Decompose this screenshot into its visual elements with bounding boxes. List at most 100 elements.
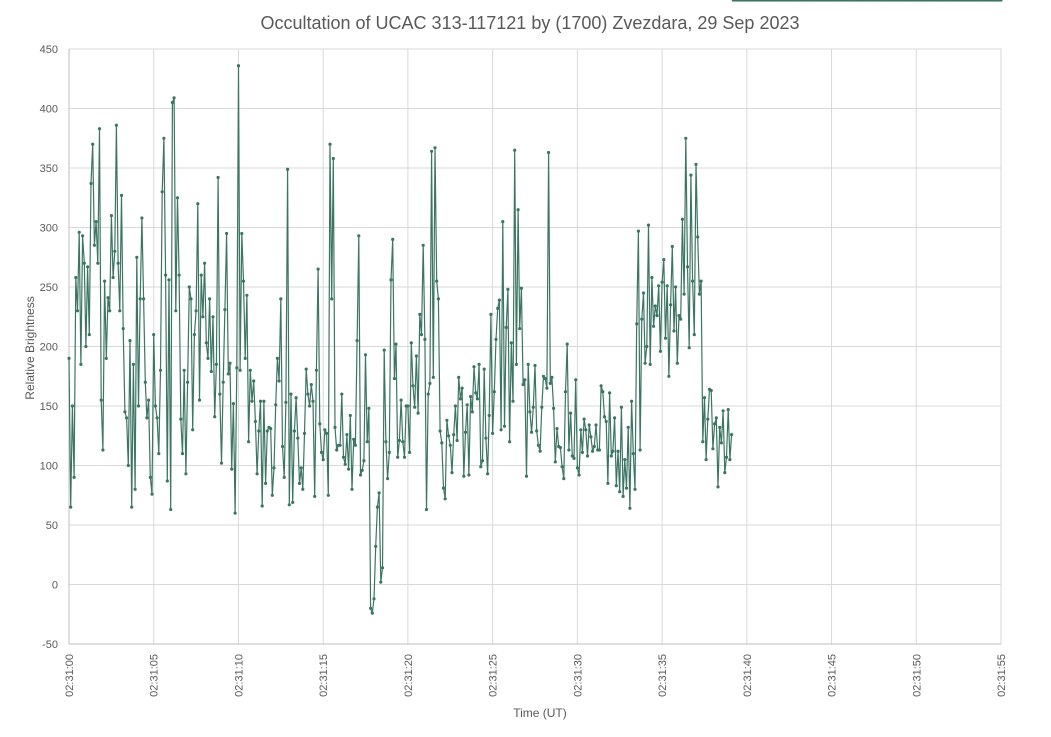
data-point — [609, 454, 613, 458]
data-point — [674, 285, 678, 289]
data-point — [186, 380, 190, 384]
data-point — [641, 291, 646, 295]
data-point — [470, 410, 474, 414]
data-point — [682, 292, 686, 296]
data-point — [594, 423, 598, 427]
data-point — [406, 404, 410, 408]
data-point — [685, 265, 690, 269]
data-point — [323, 428, 327, 432]
data-point — [414, 354, 418, 358]
data-point — [524, 474, 529, 478]
data-point — [421, 243, 425, 247]
data-point — [203, 261, 207, 265]
data-point — [187, 285, 191, 289]
data-point — [657, 284, 661, 288]
data-point — [221, 380, 225, 384]
data-point — [579, 428, 583, 432]
data-point — [623, 458, 627, 462]
data-point — [492, 390, 496, 394]
data-point — [121, 327, 125, 331]
data-point — [331, 156, 335, 161]
data-point — [69, 505, 73, 509]
data-point — [86, 265, 90, 269]
data-point — [258, 399, 263, 403]
data-point — [308, 404, 312, 408]
data-point — [164, 273, 168, 277]
data-point — [457, 375, 461, 379]
data-point — [296, 436, 300, 440]
data-point — [626, 425, 630, 429]
data-point — [463, 430, 468, 434]
data-point — [648, 362, 652, 366]
data-point — [218, 392, 222, 396]
data-point — [728, 458, 732, 462]
data-point — [391, 237, 395, 241]
data-point — [562, 477, 566, 481]
data-point — [209, 369, 213, 374]
y-tick-label: -50 — [42, 639, 58, 651]
data-point — [724, 455, 729, 459]
data-point — [302, 431, 307, 435]
data-point — [718, 425, 722, 429]
data-point — [116, 261, 120, 265]
data-point — [111, 275, 115, 280]
data-point — [280, 444, 285, 449]
data-point — [597, 448, 602, 452]
data-point — [235, 366, 239, 370]
data-point — [628, 506, 632, 510]
data-point — [453, 404, 457, 408]
data-point — [272, 466, 276, 470]
data-point — [684, 136, 688, 140]
data-point — [113, 249, 117, 253]
data-point — [575, 466, 580, 470]
data-point — [645, 344, 649, 349]
data-point — [345, 433, 349, 437]
x-tick-label: 02:31:20 — [403, 654, 415, 697]
data-point — [591, 449, 595, 453]
data-point — [74, 275, 78, 280]
data-point — [509, 341, 513, 345]
data-point — [350, 487, 354, 491]
data-point — [377, 491, 381, 495]
data-point — [677, 314, 681, 318]
data-point — [413, 405, 417, 409]
data-point — [435, 279, 439, 283]
data-point — [553, 460, 557, 464]
data-point — [472, 365, 476, 369]
data-point — [279, 297, 283, 301]
data-point — [396, 455, 400, 459]
data-point — [297, 481, 302, 485]
data-point — [152, 333, 156, 337]
data-point — [108, 309, 112, 313]
data-point — [646, 223, 651, 227]
y-tick-label: 0 — [52, 580, 58, 592]
data-point — [491, 431, 495, 435]
data-point — [416, 411, 420, 415]
data-point — [248, 368, 252, 372]
data-point — [511, 399, 515, 403]
data-point — [294, 396, 298, 400]
data-point — [360, 468, 364, 472]
data-point — [497, 298, 501, 302]
data-point — [601, 390, 605, 394]
data-point — [602, 415, 607, 419]
data-point — [119, 193, 124, 197]
data-point — [394, 342, 398, 346]
data-point — [526, 362, 530, 366]
data-point — [201, 315, 205, 319]
data-point — [87, 333, 91, 337]
data-point — [521, 383, 525, 387]
data-point — [504, 325, 508, 330]
data-point — [126, 463, 130, 468]
x-tick-label: 02:31:10 — [233, 654, 245, 697]
data-point — [77, 230, 81, 234]
data-point — [611, 449, 615, 453]
data-point — [353, 443, 357, 447]
data-point — [431, 375, 435, 379]
data-point — [518, 327, 522, 331]
data-point — [389, 278, 393, 282]
data-point — [355, 339, 359, 343]
data-point — [148, 475, 152, 479]
data-point — [535, 429, 539, 433]
